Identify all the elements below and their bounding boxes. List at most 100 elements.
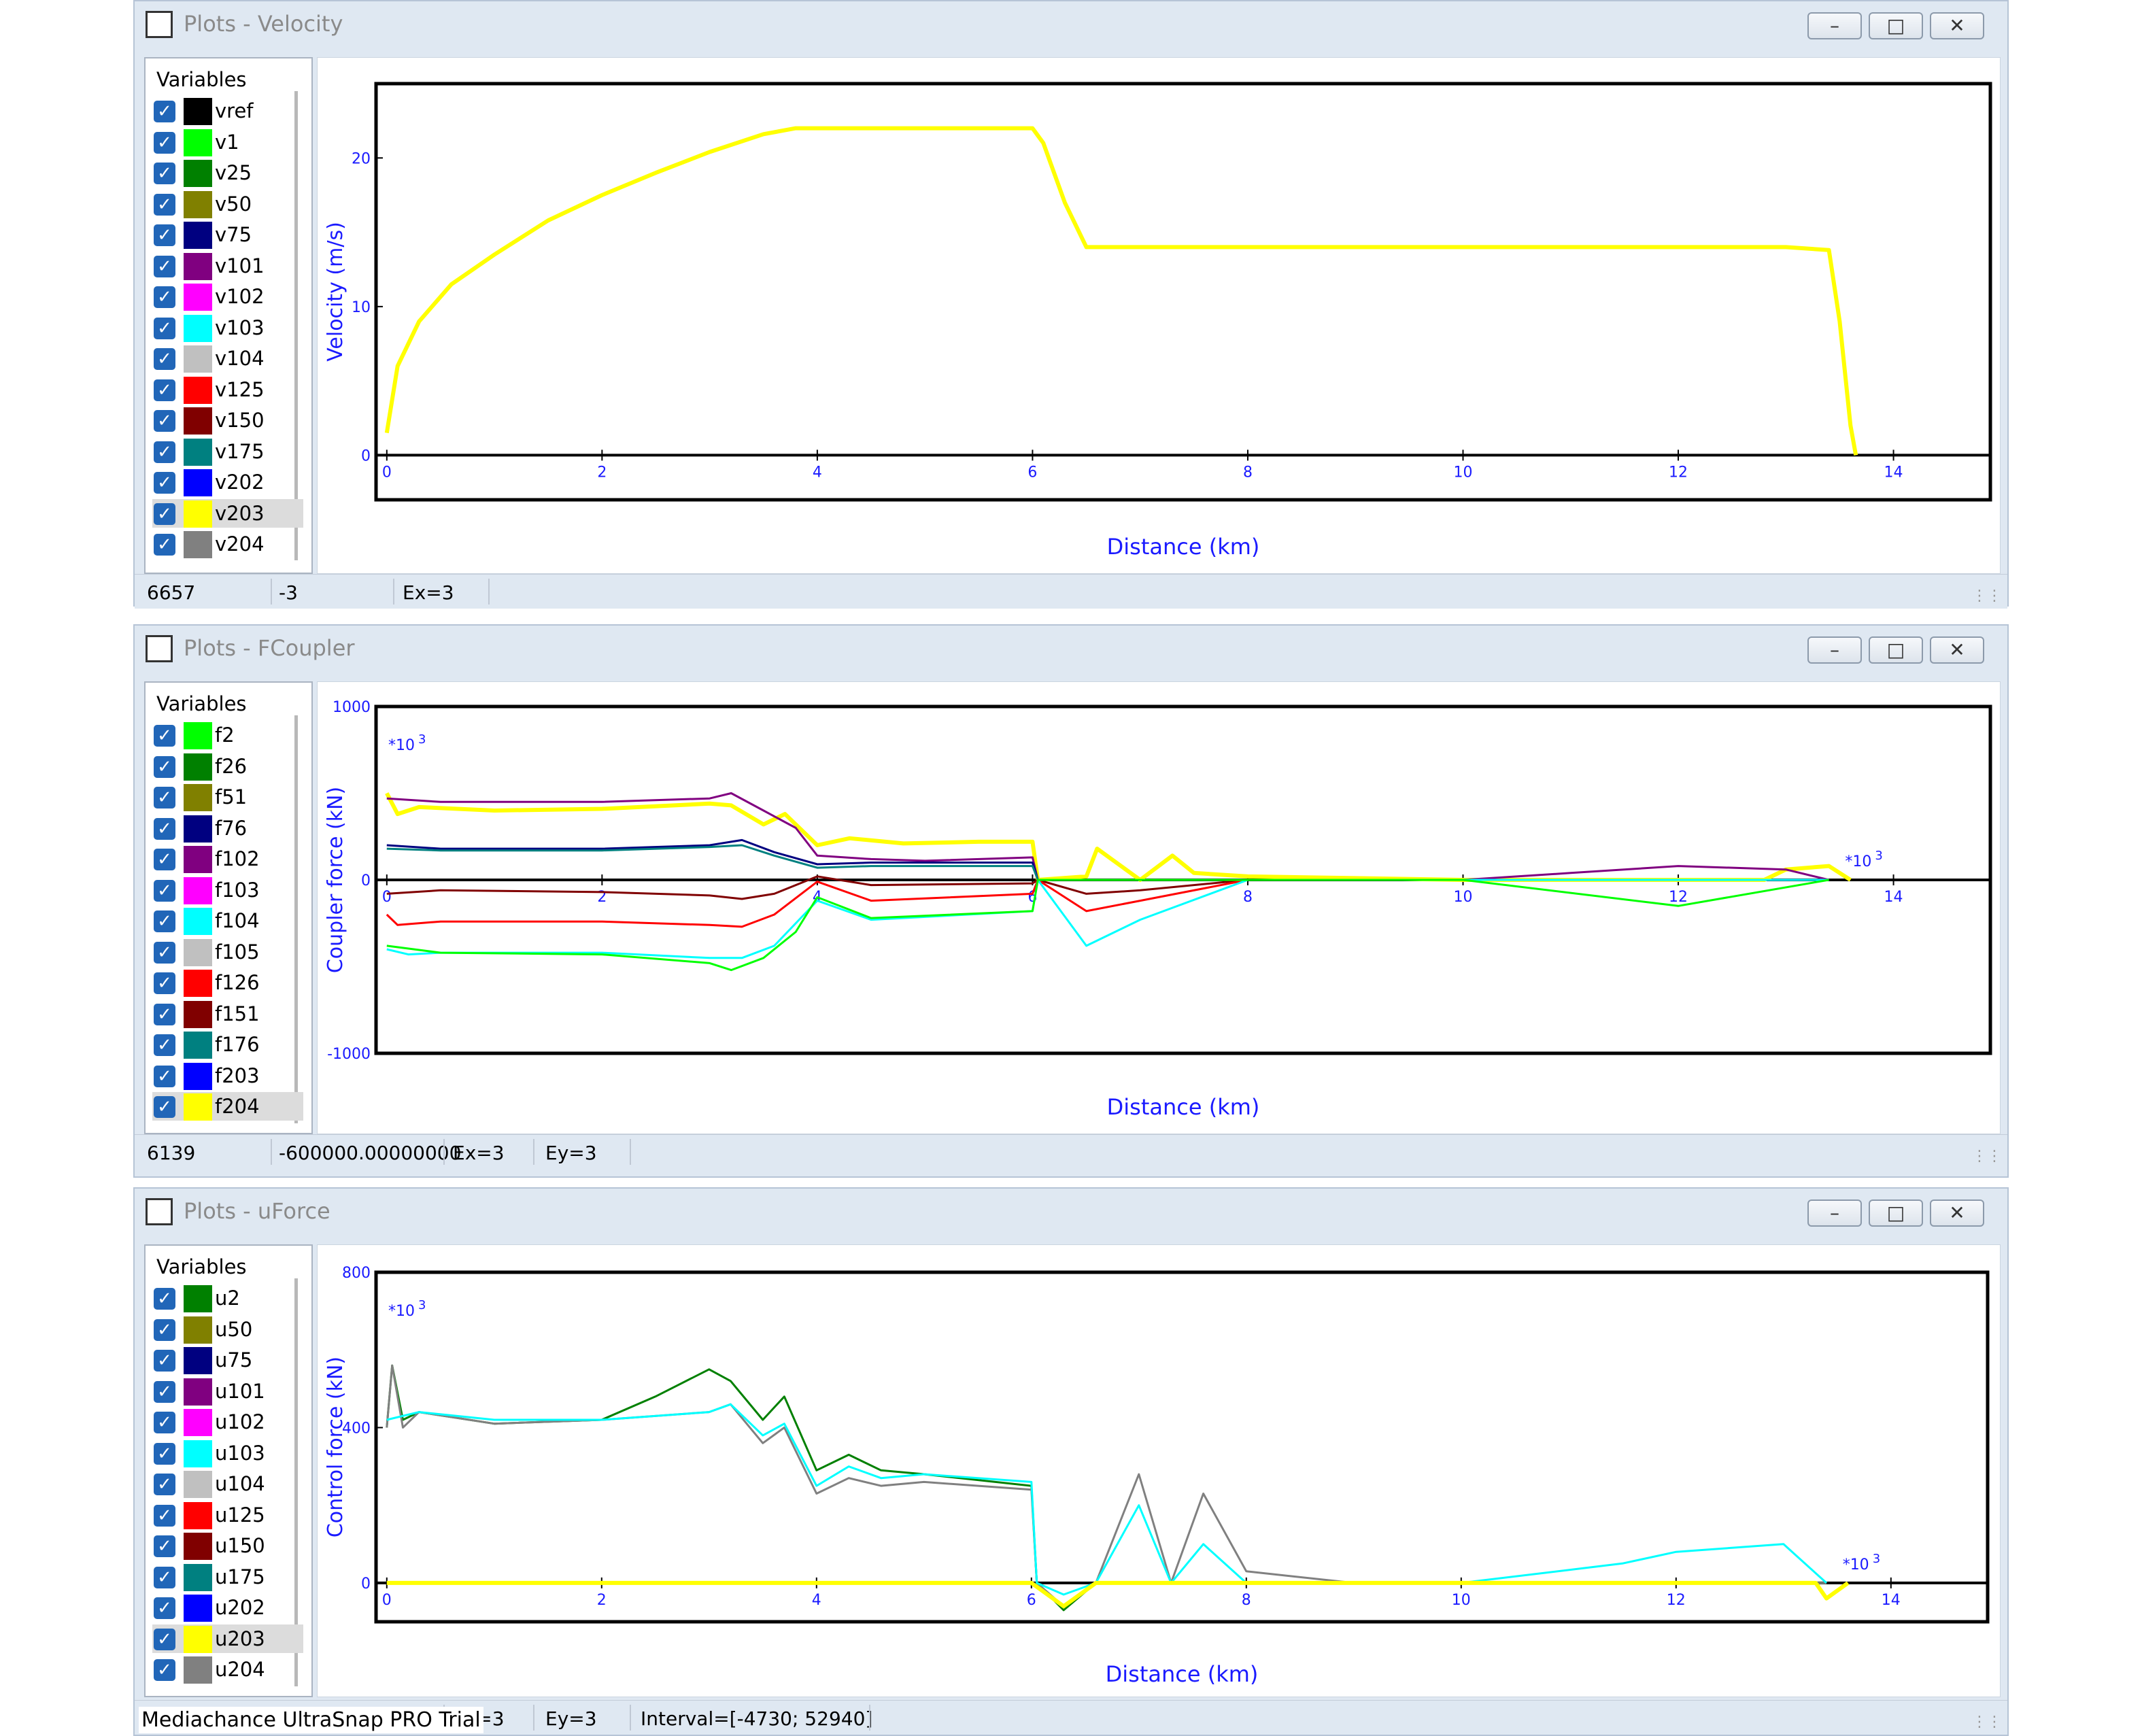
variable-checkbox[interactable]: ✓ xyxy=(154,1597,175,1619)
variable-checkbox[interactable]: ✓ xyxy=(154,379,175,401)
variable-checkbox[interactable]: ✓ xyxy=(154,410,175,432)
variable-item-u50[interactable]: ✓ u50 xyxy=(152,1315,303,1344)
minimize-button[interactable]: – xyxy=(1807,1199,1862,1227)
variable-item-u125[interactable]: ✓ u125 xyxy=(152,1501,303,1529)
variable-item-u104[interactable]: ✓ u104 xyxy=(152,1469,303,1498)
variable-item-v203[interactable]: ✓ v203 xyxy=(152,498,303,528)
variable-item-f105[interactable]: ✓ f105 xyxy=(152,938,303,966)
variable-checkbox[interactable]: ✓ xyxy=(154,1350,175,1372)
variable-checkbox[interactable]: ✓ xyxy=(154,1628,175,1650)
resize-grip-icon[interactable]: ⋮⋮ xyxy=(1972,1148,2002,1165)
maximize-button[interactable]: □ xyxy=(1869,1199,1923,1227)
variable-checkbox[interactable]: ✓ xyxy=(154,1096,175,1118)
variable-item-u203[interactable]: ✓ u203 xyxy=(152,1624,303,1653)
variable-checkbox[interactable]: ✓ xyxy=(154,317,175,339)
variable-item-v25[interactable]: ✓ v25 xyxy=(152,158,303,187)
variables-scrollbar[interactable] xyxy=(294,715,298,1123)
variable-item-v75[interactable]: ✓ v75 xyxy=(152,220,303,249)
variable-color-swatch xyxy=(184,722,212,749)
close-button[interactable]: ✕ xyxy=(1930,1199,1984,1227)
variable-item-f203[interactable]: ✓ f203 xyxy=(152,1061,303,1090)
variable-checkbox[interactable]: ✓ xyxy=(154,131,175,154)
variable-checkbox[interactable]: ✓ xyxy=(154,972,175,994)
variable-checkbox[interactable]: ✓ xyxy=(154,1504,175,1527)
variable-item-u2[interactable]: ✓ u2 xyxy=(152,1284,303,1312)
variable-item-v104[interactable]: ✓ v104 xyxy=(152,344,303,373)
variable-item-f151[interactable]: ✓ f151 xyxy=(152,1000,303,1028)
variable-checkbox[interactable]: ✓ xyxy=(154,725,175,747)
variable-checkbox[interactable]: ✓ xyxy=(154,1535,175,1557)
variable-checkbox[interactable]: ✓ xyxy=(154,1412,175,1433)
variable-item-u204[interactable]: ✓ u204 xyxy=(152,1655,303,1684)
variable-checkbox[interactable]: ✓ xyxy=(154,224,175,246)
variable-checkbox[interactable]: ✓ xyxy=(154,849,175,870)
variable-item-f176[interactable]: ✓ f176 xyxy=(152,1030,303,1059)
minimize-button[interactable]: – xyxy=(1807,12,1862,39)
variable-checkbox[interactable]: ✓ xyxy=(154,910,175,932)
variable-checkbox[interactable]: ✓ xyxy=(154,1065,175,1087)
variable-checkbox[interactable]: ✓ xyxy=(154,1034,175,1056)
variable-item-v1[interactable]: ✓ v1 xyxy=(152,128,303,156)
minimize-button[interactable]: – xyxy=(1807,636,1862,664)
maximize-button[interactable]: □ xyxy=(1869,12,1923,39)
variable-item-u103[interactable]: ✓ u103 xyxy=(152,1439,303,1467)
variable-checkbox[interactable]: ✓ xyxy=(154,348,175,370)
variable-checkbox[interactable]: ✓ xyxy=(154,879,175,902)
variable-checkbox[interactable]: ✓ xyxy=(154,193,175,216)
variables-scrollbar[interactable] xyxy=(294,91,298,560)
close-button[interactable]: ✕ xyxy=(1930,12,1984,39)
variable-checkbox[interactable]: ✓ xyxy=(154,1659,175,1681)
variable-checkbox[interactable]: ✓ xyxy=(154,255,175,277)
variable-checkbox[interactable]: ✓ xyxy=(154,817,175,840)
variable-item-u150[interactable]: ✓ u150 xyxy=(152,1531,303,1560)
variable-checkbox[interactable]: ✓ xyxy=(154,101,175,122)
variable-item-v101[interactable]: ✓ v101 xyxy=(152,252,303,280)
variable-checkbox[interactable]: ✓ xyxy=(154,1474,175,1495)
variables-scrollbar[interactable] xyxy=(294,1278,298,1686)
variable-item-u101[interactable]: ✓ u101 xyxy=(152,1377,303,1406)
variable-item-u202[interactable]: ✓ u202 xyxy=(152,1593,303,1622)
variable-checkbox[interactable]: ✓ xyxy=(154,1003,175,1025)
variable-checkbox[interactable]: ✓ xyxy=(154,534,175,556)
variable-checkbox[interactable]: ✓ xyxy=(154,1380,175,1403)
variable-item-v202[interactable]: ✓ v202 xyxy=(152,468,303,496)
variable-checkbox[interactable]: ✓ xyxy=(154,1318,175,1341)
variable-item-f2[interactable]: ✓ f2 xyxy=(152,721,303,749)
variable-checkbox[interactable]: ✓ xyxy=(154,755,175,778)
variable-item-vref[interactable]: ✓ vref xyxy=(152,97,303,125)
variable-item-v150[interactable]: ✓ v150 xyxy=(152,406,303,435)
variable-checkbox[interactable]: ✓ xyxy=(154,787,175,809)
variable-item-f76[interactable]: ✓ f76 xyxy=(152,814,303,843)
variable-item-u75[interactable]: ✓ u75 xyxy=(152,1346,303,1374)
resize-grip-icon[interactable]: ⋮⋮ xyxy=(1972,1714,2002,1731)
variable-checkbox[interactable]: ✓ xyxy=(154,503,175,525)
variable-item-f103[interactable]: ✓ f103 xyxy=(152,876,303,904)
close-button[interactable]: ✕ xyxy=(1930,636,1984,664)
variable-checkbox[interactable]: ✓ xyxy=(154,1442,175,1465)
variable-checkbox[interactable]: ✓ xyxy=(154,941,175,964)
variable-checkbox[interactable]: ✓ xyxy=(154,1566,175,1588)
variable-item-v204[interactable]: ✓ v204 xyxy=(152,530,303,558)
variable-checkbox[interactable]: ✓ xyxy=(154,472,175,494)
variable-item-v50[interactable]: ✓ v50 xyxy=(152,190,303,218)
variable-item-f126[interactable]: ✓ f126 xyxy=(152,968,303,997)
variable-item-v103[interactable]: ✓ v103 xyxy=(152,313,303,342)
variable-item-u175[interactable]: ✓ u175 xyxy=(152,1563,303,1591)
variable-item-v175[interactable]: ✓ v175 xyxy=(152,437,303,466)
variable-item-v125[interactable]: ✓ v125 xyxy=(152,375,303,404)
series-line-f126 xyxy=(386,879,1829,928)
variable-item-f204[interactable]: ✓ f204 xyxy=(152,1092,303,1121)
resize-grip-icon[interactable]: ⋮⋮ xyxy=(1972,588,2002,605)
variable-checkbox[interactable]: ✓ xyxy=(154,286,175,308)
maximize-button[interactable]: □ xyxy=(1869,636,1923,664)
variable-item-f26[interactable]: ✓ f26 xyxy=(152,752,303,781)
variable-item-f104[interactable]: ✓ f104 xyxy=(152,906,303,935)
variable-checkbox[interactable]: ✓ xyxy=(154,441,175,463)
variable-color-swatch xyxy=(184,129,212,156)
variable-item-v102[interactable]: ✓ v102 xyxy=(152,282,303,311)
variable-item-f51[interactable]: ✓ f51 xyxy=(152,783,303,811)
variable-item-u102[interactable]: ✓ u102 xyxy=(152,1408,303,1436)
variable-item-f102[interactable]: ✓ f102 xyxy=(152,845,303,873)
variable-checkbox[interactable]: ✓ xyxy=(154,163,175,184)
variable-checkbox[interactable]: ✓ xyxy=(154,1288,175,1310)
